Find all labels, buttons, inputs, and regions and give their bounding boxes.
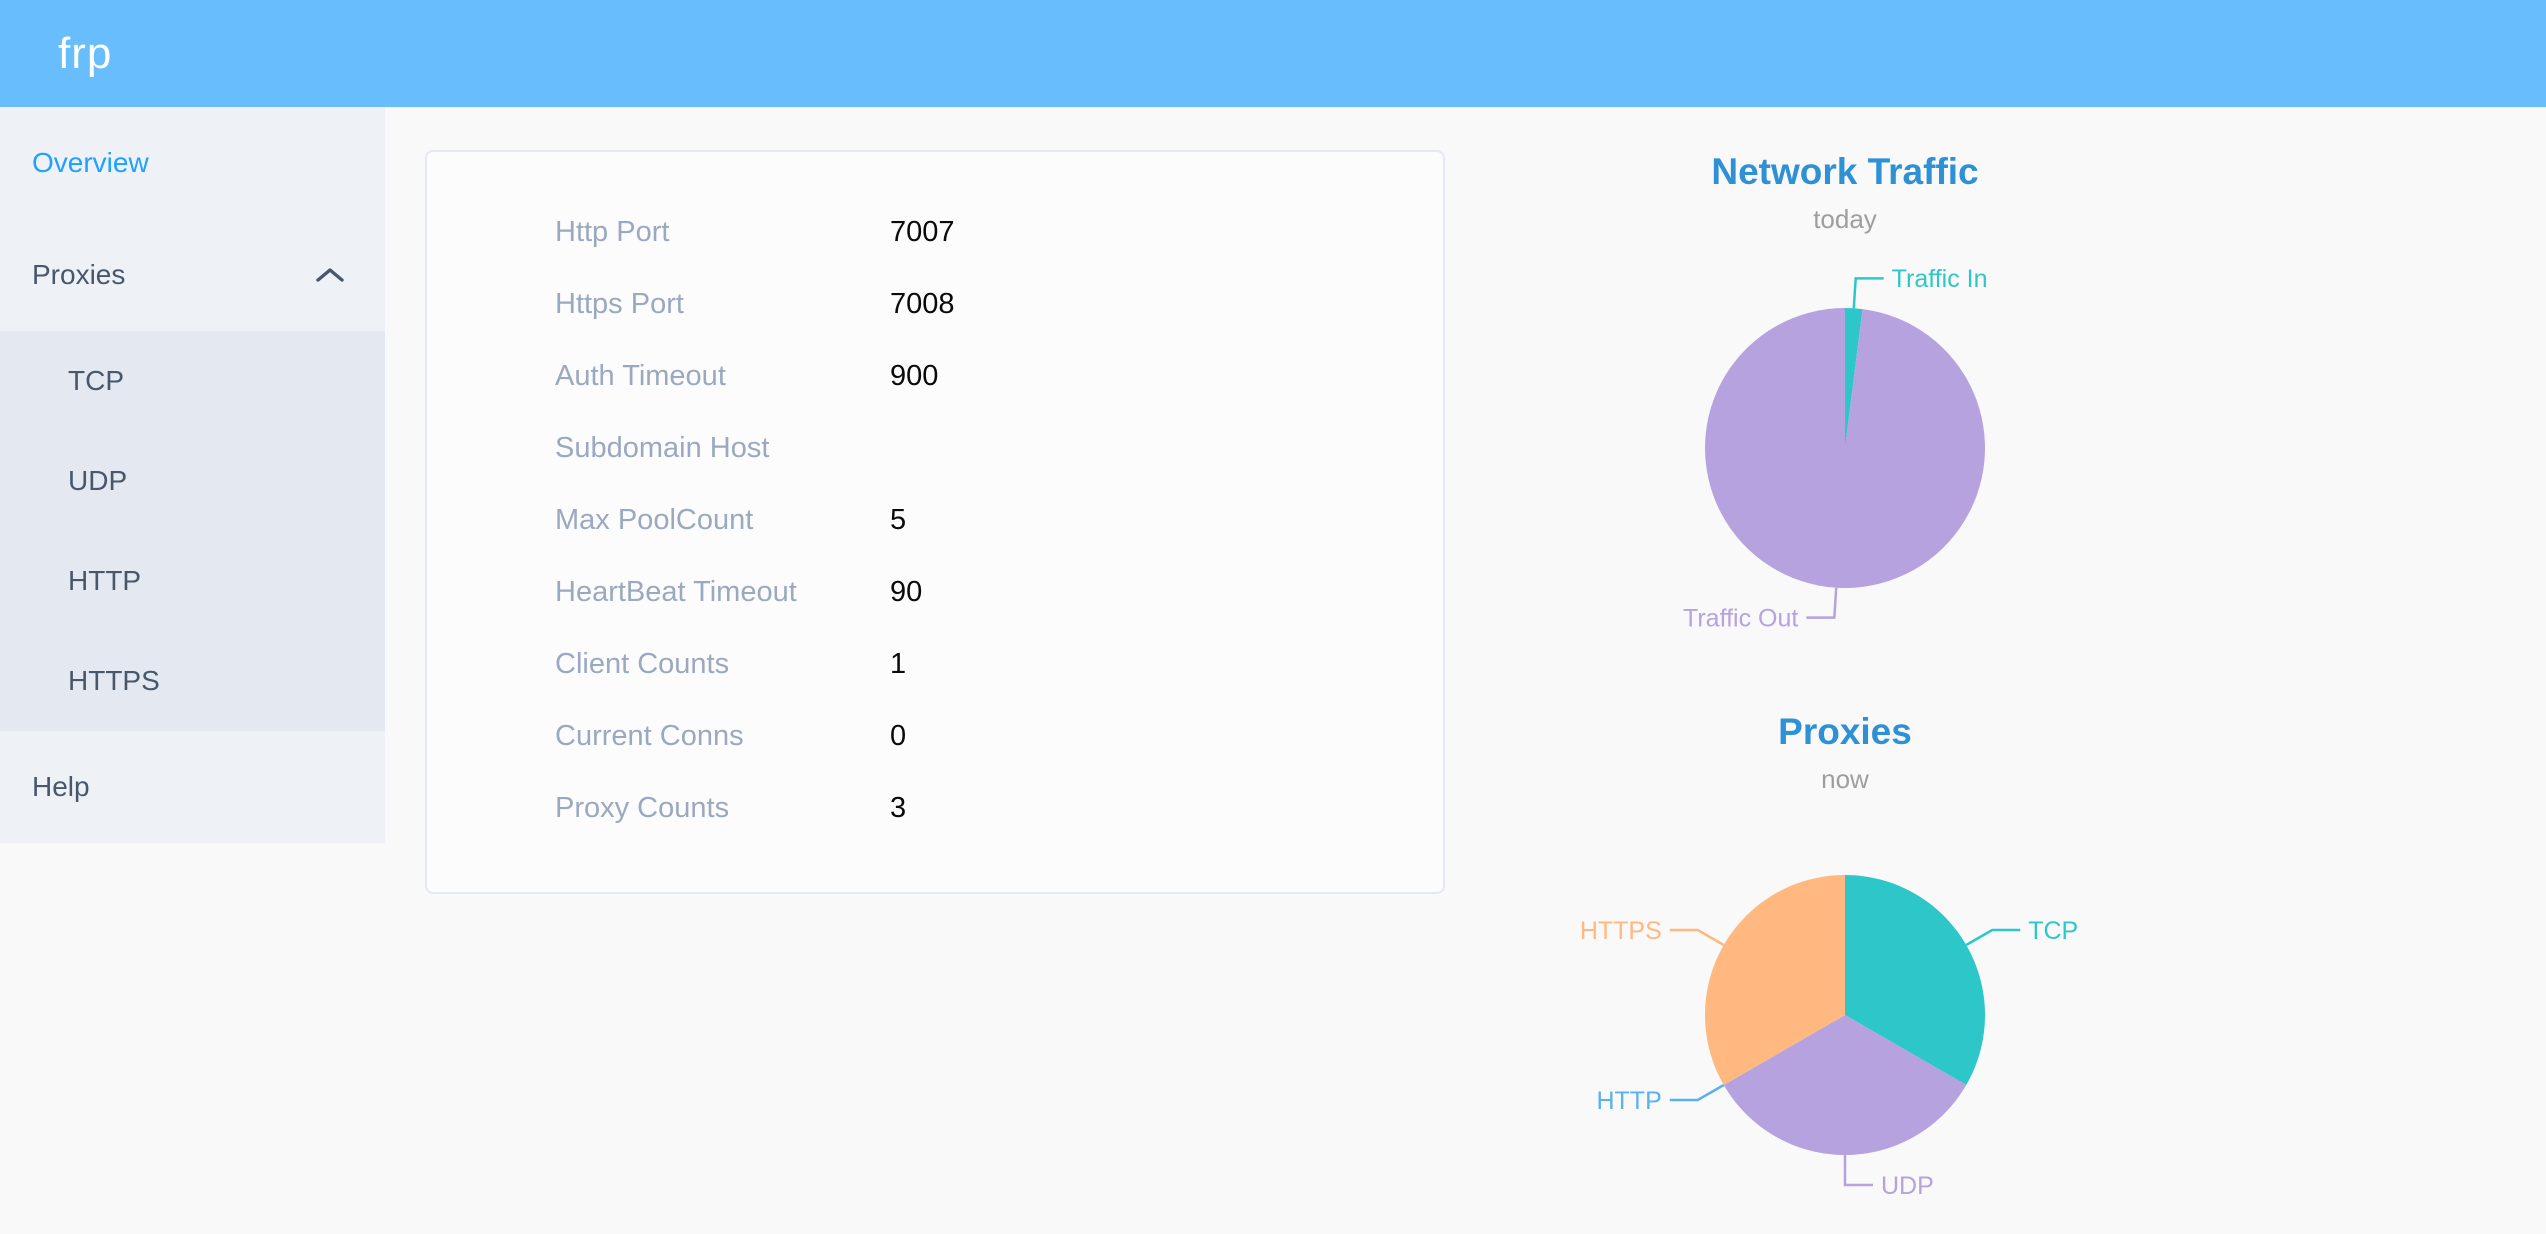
chart-title: Network Traffic <box>1711 151 1979 192</box>
sidebar-item-label: Overview <box>32 147 149 178</box>
info-label: Http Port <box>555 215 670 248</box>
info-row-https-port: Https Port 7008 <box>427 268 1443 340</box>
pie-label-traffic-in: Traffic In <box>1892 265 1988 293</box>
pie-slice-https[interactable] <box>1705 875 1845 1085</box>
sidebar-item-overview[interactable]: Overview <box>0 107 385 219</box>
sidebar-item-http[interactable]: HTTP <box>0 531 385 631</box>
pie-slice-traffic-out[interactable] <box>1705 308 1985 588</box>
sidebar-item-label: TCP <box>68 365 124 396</box>
pie-label-tcp: TCP <box>2028 917 2078 945</box>
pie-label-line-tcp <box>1965 928 2021 947</box>
info-value: 7008 <box>890 287 955 320</box>
chevron-up-icon <box>316 268 344 282</box>
info-label: Current Conns <box>555 719 744 752</box>
sidebar-item-help[interactable]: Help <box>0 731 385 843</box>
info-row-heartbeat-timeout: HeartBeat Timeout 90 <box>427 556 1443 628</box>
sidebar-item-proxies[interactable]: Proxies <box>0 219 385 331</box>
sidebar-item-label: UDP <box>68 465 128 496</box>
pie-label-udp: UDP <box>1881 1172 1934 1200</box>
info-label: Max PoolCount <box>555 503 754 536</box>
pie-label-traffic-out: Traffic Out <box>1683 604 1798 632</box>
pie-label-https: HTTPS <box>1580 917 1662 945</box>
server-info-card: Http Port 7007 Https Port 7008 Auth Time… <box>425 150 1445 894</box>
info-label: Subdomain Host <box>555 431 770 464</box>
sidebar-item-label: HTTPS <box>68 665 160 696</box>
info-label: Https Port <box>555 287 684 320</box>
info-value: 5 <box>890 503 907 536</box>
info-row-current-conns: Current Conns 0 <box>427 700 1443 772</box>
pie-slice-tcp[interactable] <box>1845 875 1985 1085</box>
info-value: 3 <box>890 791 907 824</box>
info-row-client-counts: Client Counts 1 <box>427 628 1443 700</box>
sidebar-item-https[interactable]: HTTPS <box>0 631 385 731</box>
sidebar-item-label: Help <box>32 771 90 802</box>
pie-label-line-https <box>1669 928 1725 947</box>
chart-subtitle: today <box>1813 204 1877 234</box>
chart-subtitle: now <box>1821 764 1869 794</box>
info-row-auth-timeout: Auth Timeout 900 <box>427 340 1443 412</box>
info-label: Auth Timeout <box>555 359 726 392</box>
pie-label-line-traffic-in <box>1852 277 1884 309</box>
info-label: Client Counts <box>555 647 730 680</box>
proxies-chart: Proxies now <box>1545 700 2145 792</box>
pie-label-line-traffic-out <box>1806 587 1838 619</box>
sidebar-item-label: Proxies <box>32 259 126 290</box>
pie-slice-traffic-in[interactable] <box>1845 308 1863 448</box>
info-label: HeartBeat Timeout <box>555 575 797 608</box>
sidebar: Overview Proxies TCP UDP HTTP HTTPS Help <box>0 107 385 843</box>
pie-label-line-http <box>1669 1083 1725 1102</box>
sidebar-item-tcp[interactable]: TCP <box>0 331 385 431</box>
app-header: frp <box>0 0 2546 107</box>
chart-title: Proxies <box>1778 711 1912 752</box>
info-value: 1 <box>890 647 907 680</box>
info-row-proxy-counts: Proxy Counts 3 <box>427 772 1443 844</box>
info-value: 0 <box>890 719 907 752</box>
info-row-http-port: Http Port 7007 <box>427 196 1443 268</box>
network-traffic-pie: Traffic In Traffic Out <box>1683 265 1988 632</box>
info-value: 900 <box>890 359 939 392</box>
pie-label-line-udp <box>1843 1155 1873 1187</box>
proxies-pie: TCP UDP HTTP HTTPS <box>1580 875 2078 1200</box>
info-value: 7007 <box>890 215 955 248</box>
info-row-max-poolcount: Max PoolCount 5 <box>427 484 1443 556</box>
pie-label-http: HTTP <box>1596 1087 1661 1115</box>
network-traffic-chart: Network Traffic today <box>1545 140 2145 232</box>
sidebar-item-label: HTTP <box>68 565 142 596</box>
sidebar-submenu-proxies: TCP UDP HTTP HTTPS <box>0 331 385 731</box>
info-label: Proxy Counts <box>555 791 730 824</box>
sidebar-item-udp[interactable]: UDP <box>0 431 385 531</box>
info-value: 90 <box>890 575 923 608</box>
app-logo: frp <box>58 28 113 78</box>
info-row-subdomain-host: Subdomain Host <box>427 412 1443 484</box>
